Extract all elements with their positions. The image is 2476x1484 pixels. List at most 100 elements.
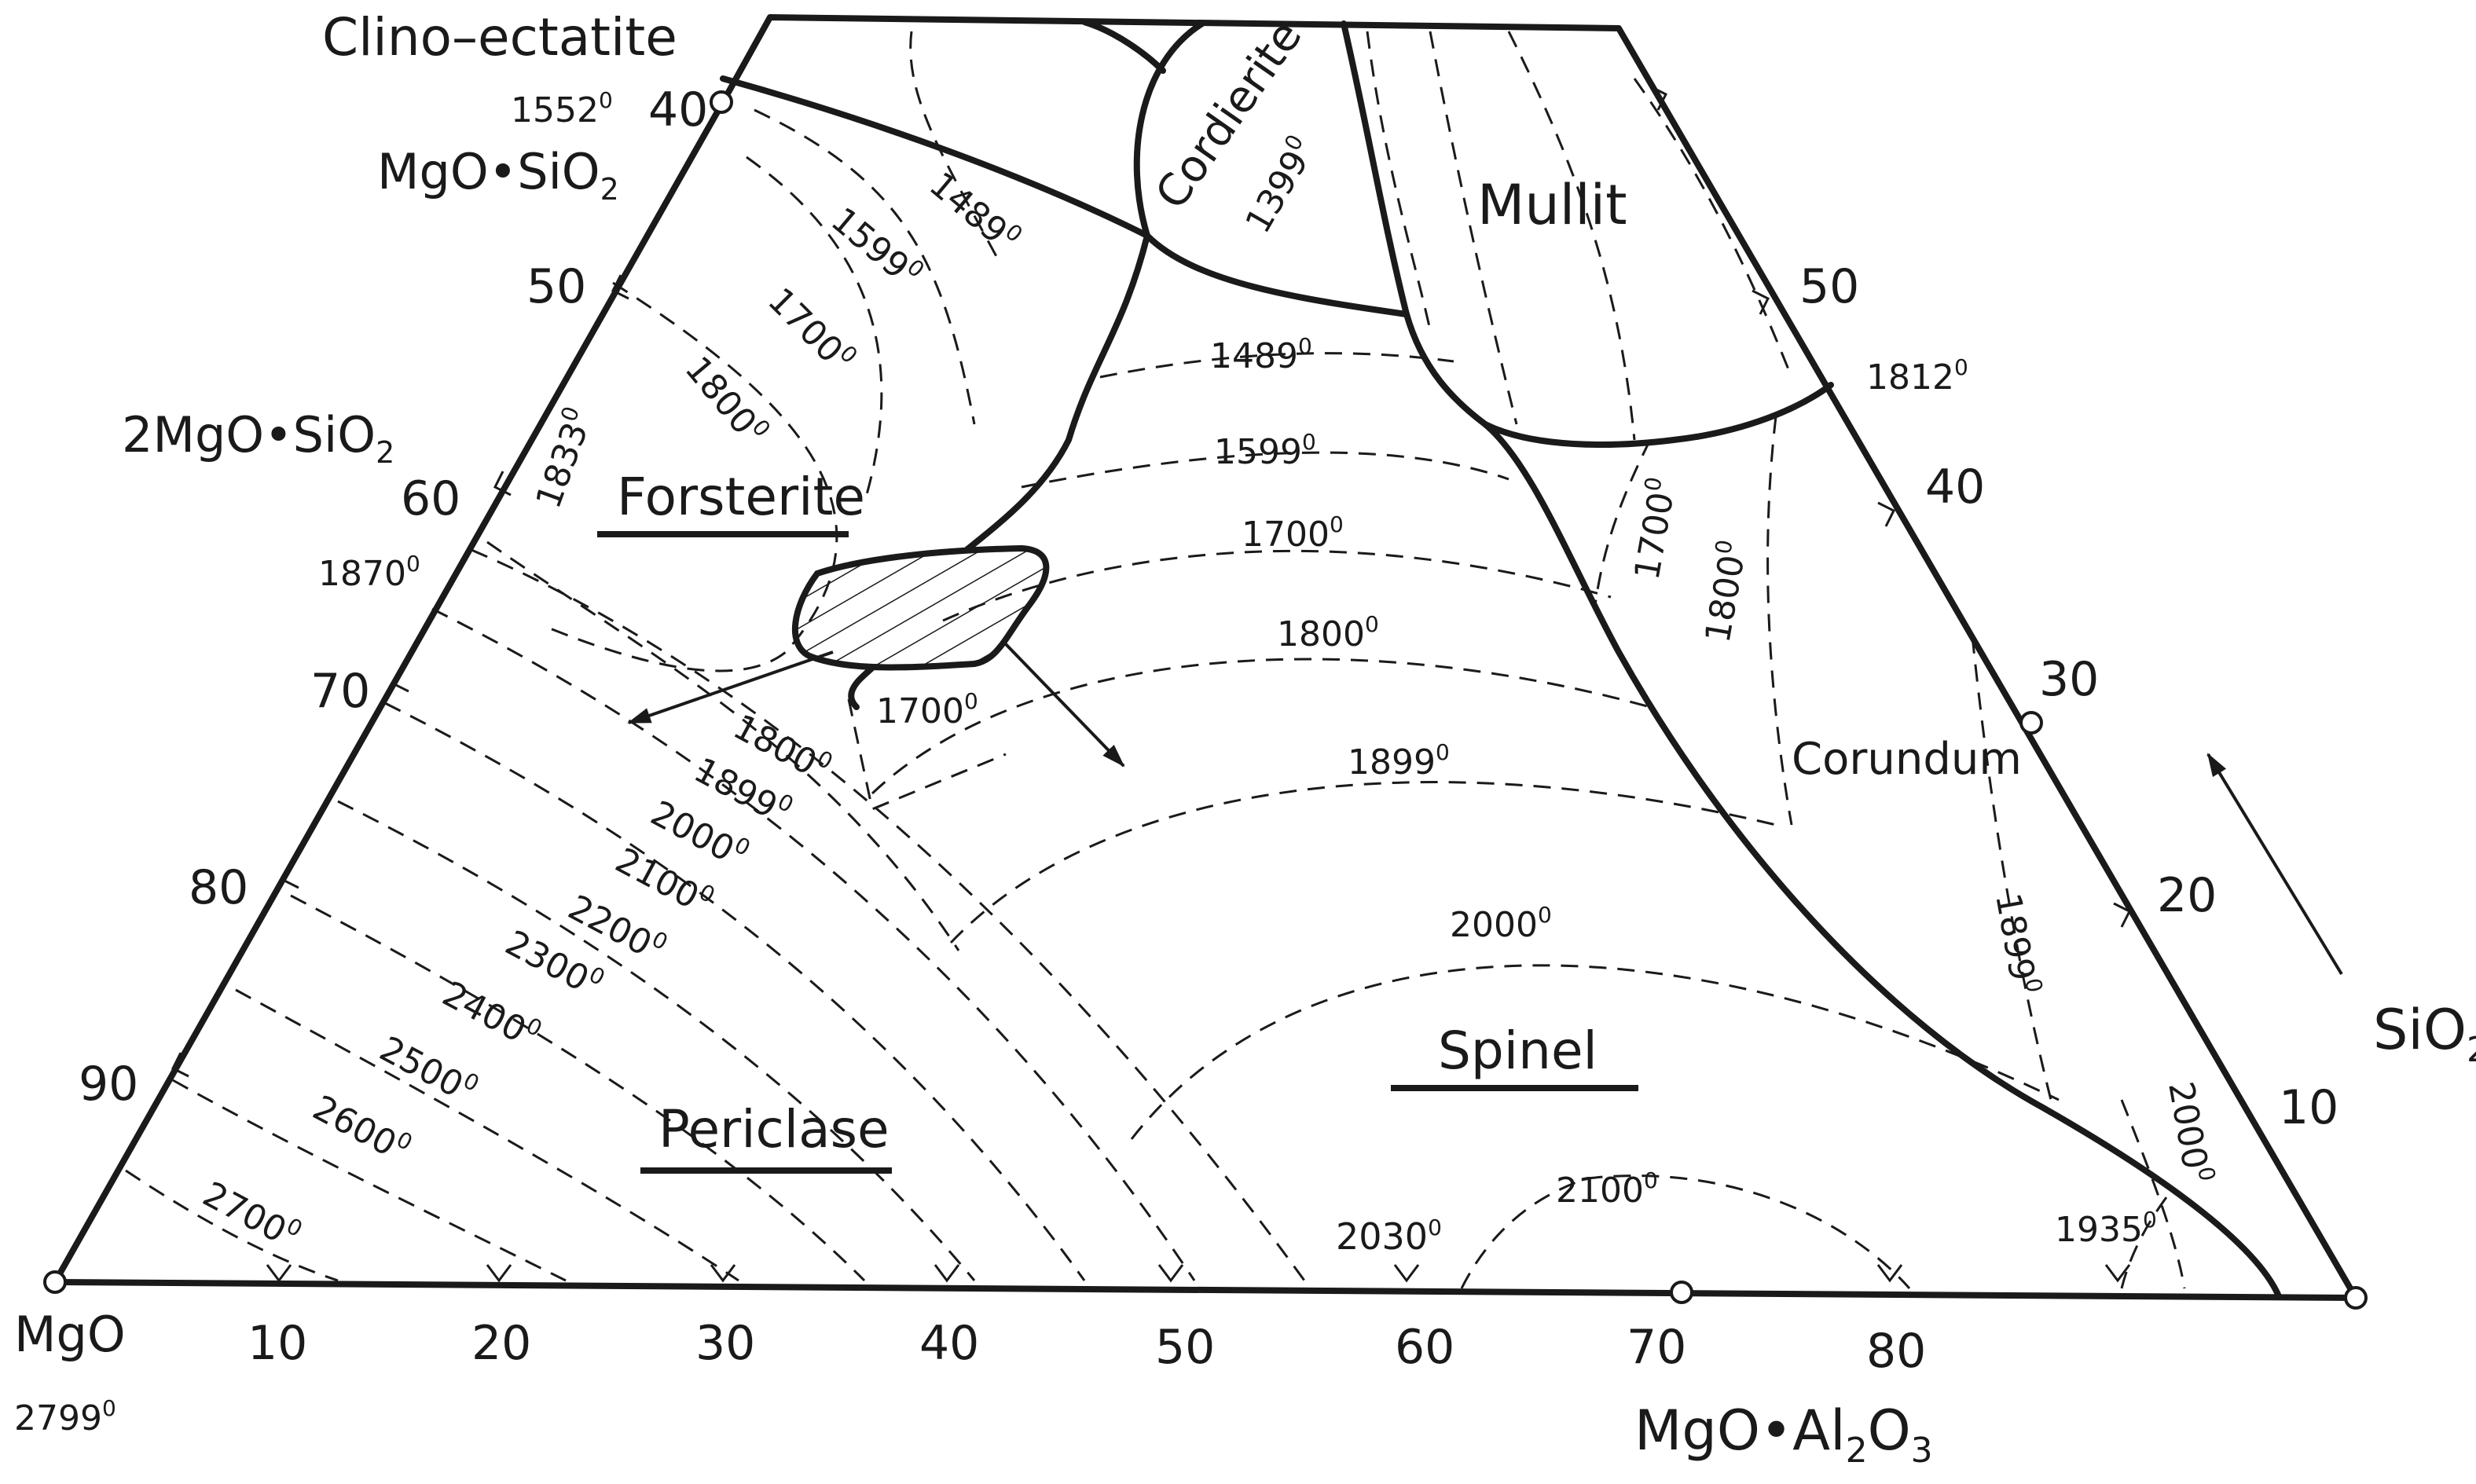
isotherm-1700-mid-line bbox=[942, 549, 1612, 622]
isotherm-1700-mullit-line bbox=[1594, 439, 1652, 606]
point-spinel bbox=[1670, 1281, 1693, 1304]
bottom-tick-80: 80 bbox=[1866, 1324, 1926, 1379]
isotherm-1599-upper-line bbox=[754, 108, 976, 425]
bottom-tick-30: 30 bbox=[695, 1316, 755, 1371]
isotherm-2100-spinel-line bbox=[1460, 1174, 1911, 1289]
iso-label-1800-upper: 18000 bbox=[677, 347, 776, 453]
isotherm-1599-mid-line bbox=[1021, 451, 1509, 489]
right-tick-50: 50 bbox=[1799, 259, 1859, 314]
left-tick-70: 70 bbox=[310, 664, 370, 719]
left-tick-40: 40 bbox=[648, 82, 708, 137]
isotherm-2700-line bbox=[125, 1169, 339, 1282]
mp-mgo-sio2: 15520 bbox=[511, 87, 613, 130]
boundary-forsterite-spinel-upper bbox=[963, 233, 1150, 553]
outer-boundary bbox=[52, 14, 2359, 1301]
left-axis-labels: 40 50 60 70 80 90 bbox=[79, 82, 708, 1112]
point-mullit bbox=[2019, 711, 2043, 735]
mp-1833: 18330 bbox=[526, 403, 601, 514]
isotherm-1899-mid-line bbox=[949, 781, 1777, 944]
iso-label-1800-mullit: 18000 bbox=[1695, 538, 1755, 646]
isotherm-2000-spinel-line bbox=[1130, 964, 2060, 1140]
iso-label-1800-mid: 18000 bbox=[1277, 611, 1379, 654]
label-forsterite: Forsterite bbox=[617, 467, 865, 527]
bottom-axis-labels: 10 20 30 40 50 60 70 80 bbox=[248, 1316, 1926, 1379]
iso-label-1489-mid: 14890 bbox=[1210, 333, 1312, 376]
isotherm-1700-low-line bbox=[847, 698, 1007, 812]
right-tick-40: 40 bbox=[1925, 460, 1985, 515]
iso-label-1599-upper: 15990 bbox=[823, 197, 930, 296]
formula-mgo-al2o3: MgO•Al2O3 bbox=[1634, 1398, 1933, 1471]
isotherm-lines bbox=[125, 31, 2186, 1289]
left-tick-80: 80 bbox=[189, 860, 248, 915]
mullit-dash-3 bbox=[1507, 31, 1636, 441]
bottom-tick-20: 20 bbox=[471, 1316, 531, 1371]
iso-label-2000-right: 20000 bbox=[2160, 1078, 2221, 1185]
phase-boundaries bbox=[720, 19, 2282, 1299]
isotherm-1800-mid-line bbox=[871, 658, 1651, 795]
isotherm-2200-line bbox=[384, 702, 1086, 1281]
isotherm-2500-line bbox=[235, 988, 739, 1282]
label-clino-enstatite: Clino–ectatite bbox=[322, 7, 677, 68]
isotherm-2000-right-line bbox=[2120, 1099, 2186, 1289]
mp-mgo: 27990 bbox=[14, 1395, 116, 1438]
mullit-dash-2 bbox=[1429, 31, 1518, 425]
mullit-dash-1 bbox=[1366, 31, 1432, 331]
isotherm-2100-line bbox=[431, 607, 1196, 1281]
isotherm-1489-upper-line bbox=[909, 31, 1000, 260]
point-al2o3 bbox=[2344, 1286, 2368, 1310]
left-tick-90: 90 bbox=[79, 1057, 138, 1112]
iso-label-1700-mid: 17000 bbox=[1242, 511, 1344, 555]
iso-label-2400-diag: 24000 bbox=[436, 971, 546, 1057]
isotherm-1800-line bbox=[549, 281, 838, 672]
isotherm-1899-line bbox=[486, 540, 960, 951]
bottom-tick-50: 50 bbox=[1155, 1320, 1215, 1375]
mp-cordierite: 13990 bbox=[1235, 130, 1324, 240]
isotherm-1700-upper-line bbox=[746, 156, 883, 504]
isotherm-labels: 14890 15990 17000 18000 14890 15990 1700… bbox=[196, 164, 2221, 1251]
point-mgo bbox=[43, 1270, 67, 1294]
bottom-tick-10: 10 bbox=[248, 1316, 307, 1371]
boundary-forsterite-lower bbox=[848, 665, 875, 710]
iso-label-2000-spinel: 20000 bbox=[1450, 902, 1552, 945]
isotherm-1489-mid-line bbox=[1099, 352, 1454, 379]
axis-tick-marks bbox=[171, 85, 2132, 1283]
mp-1935: 19350 bbox=[2055, 1207, 2157, 1250]
zone-arrow-left bbox=[627, 650, 834, 724]
iso-label-1599-mid: 15990 bbox=[1214, 429, 1316, 472]
formula-mgo-sio2: MgO•SiO2 bbox=[377, 143, 619, 207]
left-tick-50: 50 bbox=[526, 259, 586, 314]
bottom-tick-70: 70 bbox=[1627, 1320, 1686, 1375]
mp-forsterite: 18700 bbox=[318, 551, 420, 594]
right-tick-10: 10 bbox=[2279, 1080, 2338, 1135]
isotherm-2300-line bbox=[337, 800, 976, 1281]
hatched-zone bbox=[627, 544, 1125, 768]
right-tick-20: 20 bbox=[2157, 868, 2217, 923]
cordierite-field bbox=[1133, 20, 1411, 318]
iso-label-2600-diag: 26000 bbox=[306, 1085, 416, 1171]
boundary-mullit-corundum bbox=[1482, 382, 1834, 448]
isotherm-2600-line bbox=[172, 1079, 567, 1282]
mp-mullit: 18120 bbox=[1866, 354, 1968, 398]
label-periclase: Periclase bbox=[658, 1099, 890, 1160]
iso-label-1700-upper: 17000 bbox=[760, 278, 863, 381]
sio2-direction-arrow bbox=[2206, 753, 2343, 976]
isotherm-1935-line bbox=[2120, 1193, 2170, 1289]
isotherm-2000-line bbox=[471, 548, 1306, 1281]
iso-label-2100-spinel: 21000 bbox=[1556, 1167, 1658, 1211]
point-mgo-sio2 bbox=[710, 90, 733, 114]
bottom-tick-60: 60 bbox=[1395, 1320, 1454, 1375]
iso-label-1899-mid: 18990 bbox=[1348, 739, 1450, 782]
isotherm-1899-right-line bbox=[1971, 636, 2052, 1101]
mp-spinel: 20300 bbox=[1336, 1215, 1442, 1258]
right-tick-30: 30 bbox=[2039, 652, 2099, 707]
isotherm-2400-line bbox=[290, 894, 866, 1282]
formula-2mgo-sio2: 2MgO•SiO2 bbox=[122, 406, 394, 470]
label-corundum: Corundum bbox=[1792, 734, 2022, 785]
isotherm-1800-mullit-line bbox=[1766, 416, 1793, 826]
right-axis-labels: 50 40 30 20 10 bbox=[1799, 259, 2338, 1135]
iso-label-1700-low: 17000 bbox=[876, 688, 978, 731]
iso-label-1700-mullit: 17000 bbox=[1624, 475, 1685, 583]
label-mullit: Mullit bbox=[1477, 173, 1627, 237]
